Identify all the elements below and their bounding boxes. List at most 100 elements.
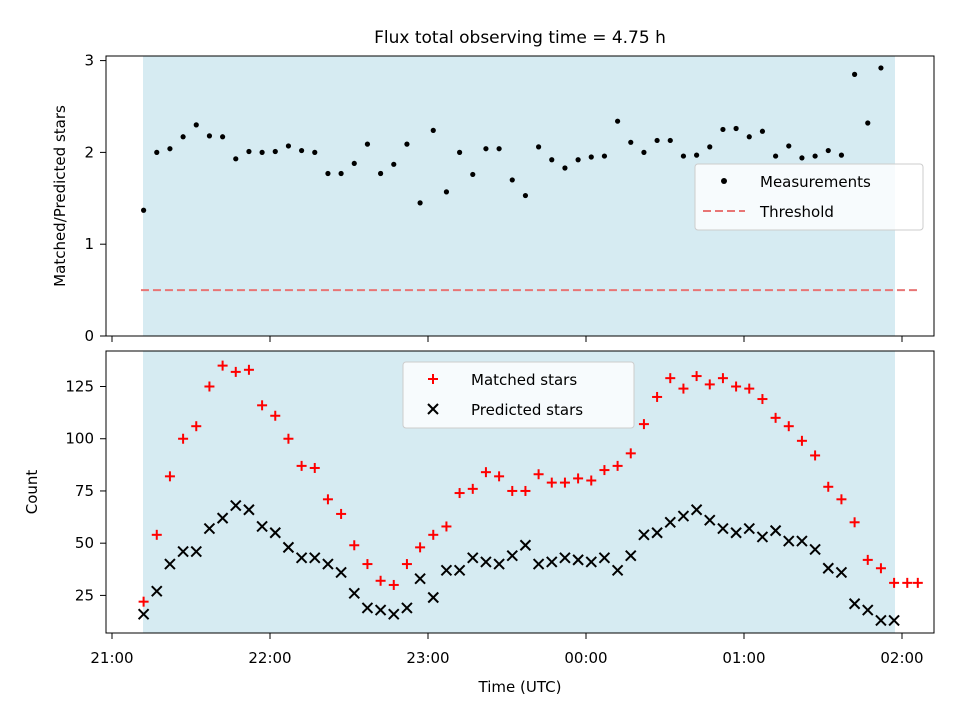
matched-star-point <box>823 481 834 492</box>
bottom-xtick-label: 01:00 <box>722 649 765 667</box>
bottom-y-axis-label: Count <box>23 470 41 515</box>
matched-star-point <box>441 521 452 532</box>
matched-star-point <box>875 563 886 574</box>
top-legend: Measurements Threshold <box>694 163 924 231</box>
measurement-point <box>417 200 423 206</box>
bottom-ytick-label: 25 <box>75 586 94 604</box>
predicted-star-point <box>546 556 558 568</box>
matched-star-point <box>375 575 386 586</box>
bottom-yticks: 25 50 75 100 125 <box>65 378 106 604</box>
measurement-point <box>694 152 700 158</box>
measurement-point <box>786 143 792 149</box>
matched-star-point <box>638 419 649 430</box>
measurement-point <box>338 170 344 177</box>
matched-star-point <box>612 460 623 471</box>
predicted-star-point <box>651 527 663 539</box>
predicted-star-point <box>796 535 808 547</box>
top-ytick-label: 2 <box>84 143 94 161</box>
measurement-point <box>325 170 331 177</box>
measurement-point <box>233 156 239 162</box>
bottom-ytick-label: 75 <box>75 482 94 500</box>
matched-star-point <box>349 540 360 551</box>
measurement-point <box>562 165 568 171</box>
predicted-star-point <box>177 545 189 558</box>
bottom-xtick-label: 21:00 <box>90 649 133 667</box>
measurement-point <box>628 139 634 145</box>
matched-star-point <box>573 473 584 484</box>
measurement-point <box>312 149 318 155</box>
matched-star-point <box>507 485 518 496</box>
measurement-point <box>707 144 713 150</box>
measurement-point <box>457 149 463 155</box>
measurement-point <box>180 134 186 140</box>
predicted-star-point <box>335 566 347 579</box>
bottom-xtick-label: 00:00 <box>564 649 607 667</box>
predicted-star-point <box>585 556 597 568</box>
predicted-star-point <box>704 514 716 526</box>
predicted-star-point <box>427 591 439 604</box>
matched-star-point <box>454 488 465 499</box>
matched-star-point <box>178 433 189 444</box>
measurement-point <box>680 153 687 159</box>
bottom-ytick-label: 100 <box>65 430 94 448</box>
measurement-point <box>496 146 502 152</box>
measurement-point <box>759 128 766 134</box>
predicted-star-point <box>480 556 492 568</box>
legend-matched-marker <box>428 374 438 384</box>
predicted-star-point <box>875 614 887 627</box>
measurement-point <box>378 170 384 177</box>
predicted-star-point <box>137 608 150 620</box>
measurement-point <box>746 134 752 140</box>
matched-star-point <box>309 462 320 473</box>
legend-threshold-label: Threshold <box>759 203 834 221</box>
matched-star-point <box>902 577 913 588</box>
matched-star-point <box>283 433 294 444</box>
measurement-point <box>220 134 226 140</box>
legend-predicted-marker <box>427 403 439 415</box>
measurement-point <box>167 146 173 152</box>
matched-star-point <box>862 554 873 565</box>
predicted-star-point <box>414 572 426 585</box>
measurement-point <box>206 133 213 139</box>
matched-star-point <box>796 435 807 446</box>
predicted-star-point <box>493 558 505 570</box>
predicted-star-point <box>401 602 413 614</box>
predicted-star-point <box>440 564 453 577</box>
matched-star-point <box>836 494 847 505</box>
measurement-point <box>364 141 371 147</box>
figure-title: Flux total observing time = 4.75 h <box>374 28 666 48</box>
bottom-marks <box>137 360 923 627</box>
predicted-star-point <box>151 585 163 597</box>
predicted-star-point <box>374 604 387 616</box>
measurement-point <box>285 143 292 149</box>
top-xticks <box>111 336 903 342</box>
matched-star-point <box>138 596 149 607</box>
matched-star-point <box>401 559 412 570</box>
predicted-star-point <box>862 604 874 616</box>
top-yticks: 0 1 2 3 <box>84 52 106 345</box>
predicted-star-point <box>532 558 545 570</box>
measurement-point <box>865 120 871 126</box>
matched-star-point <box>559 477 570 488</box>
measurement-point <box>601 153 608 159</box>
top-ytick-label: 3 <box>84 52 94 70</box>
predicted-star-point <box>519 539 532 551</box>
measurement-point <box>246 148 252 155</box>
predicted-star-point <box>730 527 742 539</box>
top-axes-frame <box>105 55 935 337</box>
predicted-star-point <box>598 552 611 564</box>
predicted-star-point <box>559 552 571 564</box>
measurement-point <box>193 122 199 128</box>
measurement-point <box>812 153 818 159</box>
predicted-star-point <box>625 550 637 562</box>
predicted-star-point <box>809 543 821 556</box>
predicted-star-point <box>309 552 321 564</box>
x-axis-label: Time (UTC) <box>478 678 562 696</box>
predicted-star-point <box>348 587 360 600</box>
matched-star-point <box>243 364 254 375</box>
measurement-point <box>430 127 436 133</box>
matched-star-point <box>783 421 794 432</box>
measurement-point <box>536 144 542 150</box>
matched-star-point <box>270 410 281 421</box>
matched-star-point <box>546 477 557 488</box>
